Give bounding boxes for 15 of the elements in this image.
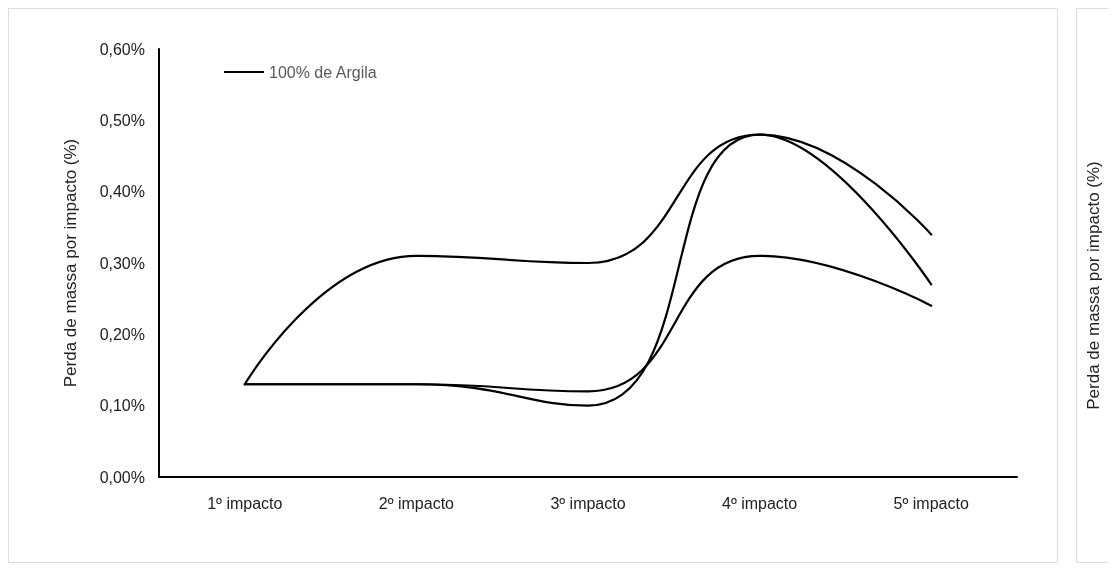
text: Perda de massa por impacto (%)	[1084, 161, 1103, 410]
y-tick-label: 0,40%	[99, 183, 145, 201]
y-tick-label: 0,20%	[99, 325, 145, 343]
x-tick-label: 4º impacto	[721, 494, 798, 512]
y-tick-label: 0,10%	[99, 397, 145, 415]
y-axis-title: Perda de massa por impacto (%)	[61, 138, 80, 388]
x-tick-label: 1º impacto	[207, 494, 283, 512]
y-tick-label: 0,30%	[99, 254, 145, 272]
x-tick-label: 5º impacto	[893, 494, 969, 512]
x-tick-label: 3º impacto	[550, 494, 626, 512]
y-tick-label: 0,50%	[99, 111, 145, 129]
x-tick-label: 2º impacto	[378, 494, 455, 512]
legend-label: 100% de Argila	[269, 63, 377, 81]
y-tick-label: 0,60%	[99, 40, 145, 58]
y-tick-label: 0,00%	[99, 468, 145, 486]
